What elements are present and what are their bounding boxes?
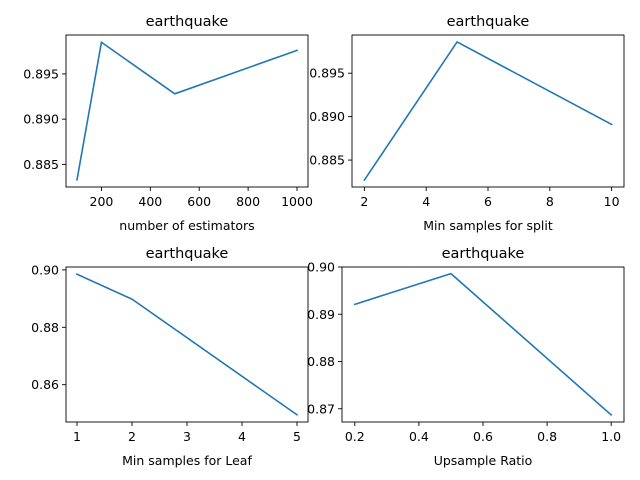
x-tick-label: 800 [236, 194, 260, 209]
x-tick-label: 1 [73, 429, 81, 444]
subplot-title: earthquake [146, 14, 229, 30]
y-tick-label: 0.890 [23, 112, 59, 127]
x-tick-label: 4 [238, 429, 246, 444]
y-tick-label: 0.895 [309, 66, 345, 81]
subplot-title: earthquake [447, 14, 530, 30]
subplot-title: earthquake [442, 246, 525, 262]
x-tick-label: 600 [187, 194, 211, 209]
x-tick-label: 0.6 [473, 429, 493, 444]
x-tick-label: 8 [546, 194, 554, 209]
x-axis-label: Upsample Ratio [434, 453, 533, 468]
y-tick-label: 0.89 [307, 307, 335, 322]
y-tick-label: 0.86 [31, 377, 59, 392]
y-tick-label: 0.895 [23, 66, 59, 81]
y-tick-label: 0.88 [31, 320, 59, 335]
x-tick-label: 5 [293, 429, 301, 444]
axes-frame [341, 266, 625, 423]
y-tick-label: 0.88 [307, 354, 335, 369]
x-tick-label: 0.8 [537, 429, 557, 444]
series-line [76, 41, 299, 181]
series-line [353, 272, 613, 417]
x-tick-label: 2 [360, 194, 368, 209]
x-tick-label: 4 [422, 194, 430, 209]
subplot-min-samples-split: earthquake Min samples for split 2 4 6 8 10 0… [309, 14, 625, 233]
subplot-estimators: earthquake number of estimators 200 400 60… [23, 14, 313, 233]
x-axis-label: number of estimators [119, 218, 254, 233]
x-tick-label: 200 [90, 194, 114, 209]
x-tick-label: 0.4 [409, 429, 429, 444]
series-line [75, 273, 299, 416]
y-tick-label: 0.90 [307, 260, 335, 275]
series-line [363, 41, 613, 182]
subplot-min-samples-leaf: earthquake Min samples for Leaf 1 2 3 4 5 0.8… [31, 246, 309, 468]
x-tick-label: 400 [138, 194, 162, 209]
x-tick-label: 6 [484, 194, 492, 209]
x-tick-label: 2 [128, 429, 136, 444]
y-tick-label: 0.90 [31, 262, 59, 277]
x-axis-label: Min samples for split [423, 218, 553, 233]
x-tick-label: 1.0 [601, 429, 621, 444]
y-tick-label: 0.890 [309, 109, 345, 124]
subplot-upsample-ratio: earthquake Upsample Ratio 0.2 0.4 0.6 0.8 1.… [307, 246, 625, 468]
x-tick-label: 0.2 [345, 429, 365, 444]
axes-frame [65, 34, 309, 188]
x-axis-label: Min samples for Leaf [122, 453, 252, 468]
x-tick-label: 10 [604, 194, 620, 209]
y-tick-label: 0.885 [309, 153, 345, 168]
y-tick-label: 0.885 [23, 157, 59, 172]
x-tick-label: 3 [183, 429, 191, 444]
axes-frame [65, 266, 309, 423]
y-tick-label: 0.87 [307, 401, 335, 416]
x-tick-label: 1000 [281, 194, 313, 209]
subplot-title: earthquake [146, 246, 229, 262]
